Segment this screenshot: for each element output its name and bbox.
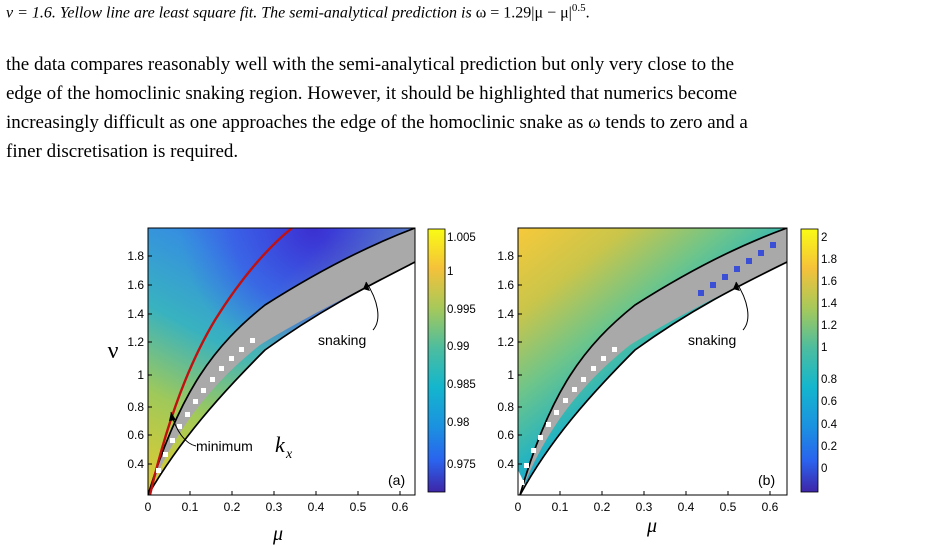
panel-b-heatmap (518, 228, 787, 495)
y-tick-label: 1.2 (127, 335, 144, 349)
x-tick-label: 0.6 (762, 500, 779, 514)
colorbar-tick: 1.2 (821, 320, 837, 332)
lower-boundary-curve (148, 261, 415, 495)
minimum-k-subscript: x (285, 447, 293, 462)
lower-boundary-curve (519, 261, 787, 495)
body-paragraph: the data compares reasonably well with t… (6, 50, 941, 166)
x-tick-label: 0.5 (720, 500, 737, 514)
colorbar-tick: 0.99 (447, 341, 469, 353)
y-tick-label: 0.8 (497, 400, 514, 414)
snaking-label: snaking (318, 332, 366, 348)
panel-a-yticks: 0.4 0.6 0.8 1 1.2 1.4 1.6 1.8 (127, 249, 152, 471)
x-tick-label: 0.3 (266, 500, 283, 514)
colorbar-tick: 0.6 (821, 396, 837, 408)
colorbar-tick: 1.005 (447, 232, 476, 244)
snaking-arrow (735, 281, 749, 331)
figure-caption-fragment: ν = 1.6. Yellow line are least square fi… (6, 2, 590, 22)
x-tick-label: 0.4 (678, 500, 695, 514)
x-tick-label: 0.3 (636, 500, 653, 514)
panel-b: 0 0.1 0.2 0.3 0.4 0.5 0.6 0.4 0.6 0.8 1 … (497, 227, 838, 537)
colorbar-tick: 0.975 (447, 459, 476, 471)
paragraph-line: increasingly difficult as one approaches… (6, 112, 748, 133)
colorbar-tick: 2 (821, 232, 827, 244)
minimum-kx-curve (148, 228, 293, 495)
staircase-artifacts (156, 338, 255, 473)
paragraph-line: the data compares reasonably well with t… (6, 54, 735, 75)
y-tick-label: 0.4 (127, 457, 144, 471)
colorbar-b: 2 1.8 1.6 1.4 1.2 1 0.8 0.6 0.4 0.2 0 (800, 228, 838, 493)
panel-a-frame (147, 227, 416, 496)
y-tick-label: 0.4 (497, 457, 514, 471)
panel-label-b: (b) (758, 472, 775, 488)
x-tick-label: 0.1 (552, 500, 569, 514)
colorbar-tick: 1 (821, 342, 827, 354)
y-tick-label: 1.6 (497, 278, 514, 292)
x-tick-label: 0.1 (182, 500, 199, 514)
colorbar-tick: 1.4 (821, 298, 838, 310)
paragraph-line: edge of the homoclinic snaking region. H… (6, 83, 738, 104)
snaking-band (520, 228, 787, 495)
x-tick-label: 0.2 (224, 500, 241, 514)
y-tick-label: 1.6 (127, 278, 144, 292)
y-tick-label: 1.2 (497, 335, 514, 349)
panel-a: 0 0.1 0.2 0.3 0.4 0.5 0.6 0.4 0.6 0.8 1 … (108, 227, 476, 545)
colorbar-a: 1.005 1 0.995 0.99 0.985 0.98 0.975 (427, 228, 476, 493)
colorbar-tick: 0.995 (447, 304, 476, 316)
panel-b-frame (517, 227, 788, 496)
colorbar-tick: 0.8 (821, 374, 837, 386)
paragraph-line: finer discretisation is required. (6, 141, 239, 162)
x-tick-label: 0.5 (350, 500, 367, 514)
y-axis-label: ν (108, 338, 119, 364)
x-tick-label: 0.6 (392, 500, 409, 514)
colorbar-tick: 0.985 (447, 379, 476, 391)
colorbar-tick: 0 (821, 463, 827, 475)
x-tick-label: 0.4 (308, 500, 325, 514)
snaking-label: snaking (688, 332, 736, 348)
y-tick-label: 1.4 (497, 307, 514, 321)
staircase-artifacts (519, 347, 617, 485)
upper-boundary-curve (519, 228, 787, 495)
panel-label-a: (a) (388, 472, 405, 488)
x-tick-label: 0.2 (594, 500, 611, 514)
snaking-band (148, 228, 415, 495)
minimum-label: minimum (196, 438, 253, 454)
y-tick-label: 0.6 (127, 428, 144, 442)
colorbar-tick: 0.2 (821, 441, 837, 453)
x-axis-label: μ (646, 515, 657, 537)
x-tick-label: 0 (145, 500, 152, 514)
upper-boundary-curve (148, 228, 415, 495)
colorbar-tick: 0.4 (821, 419, 838, 431)
y-tick-label: 0.6 (497, 428, 514, 442)
colorbar-tick: 1.6 (821, 276, 837, 288)
panel-a-heatmap (148, 228, 415, 495)
panel-b-xticks: 0 0.1 0.2 0.3 0.4 0.5 0.6 (515, 491, 779, 514)
y-tick-label: 1.4 (127, 307, 144, 321)
x-axis-label: μ (272, 523, 283, 545)
snaking-dark-cells (698, 242, 776, 296)
y-tick-label: 0.8 (127, 400, 144, 414)
x-tick-label: 0 (515, 500, 522, 514)
colorbar-tick: 0.98 (447, 417, 469, 429)
minimum-k-symbol: k (275, 432, 286, 457)
y-tick-label: 1.8 (127, 249, 144, 263)
y-tick-label: 1 (137, 368, 144, 382)
panel-a-xticks: 0 0.1 0.2 0.3 0.4 0.5 0.6 (145, 491, 409, 514)
y-tick-label: 1.8 (497, 249, 514, 263)
colorbar-tick: 1.8 (821, 254, 837, 266)
y-tick-label: 1 (507, 368, 514, 382)
snaking-arrow (365, 281, 379, 331)
colorbar-tick: 1 (447, 266, 453, 278)
panel-b-yticks: 0.4 0.6 0.8 1 1.2 1.4 1.6 1.8 (497, 249, 522, 471)
